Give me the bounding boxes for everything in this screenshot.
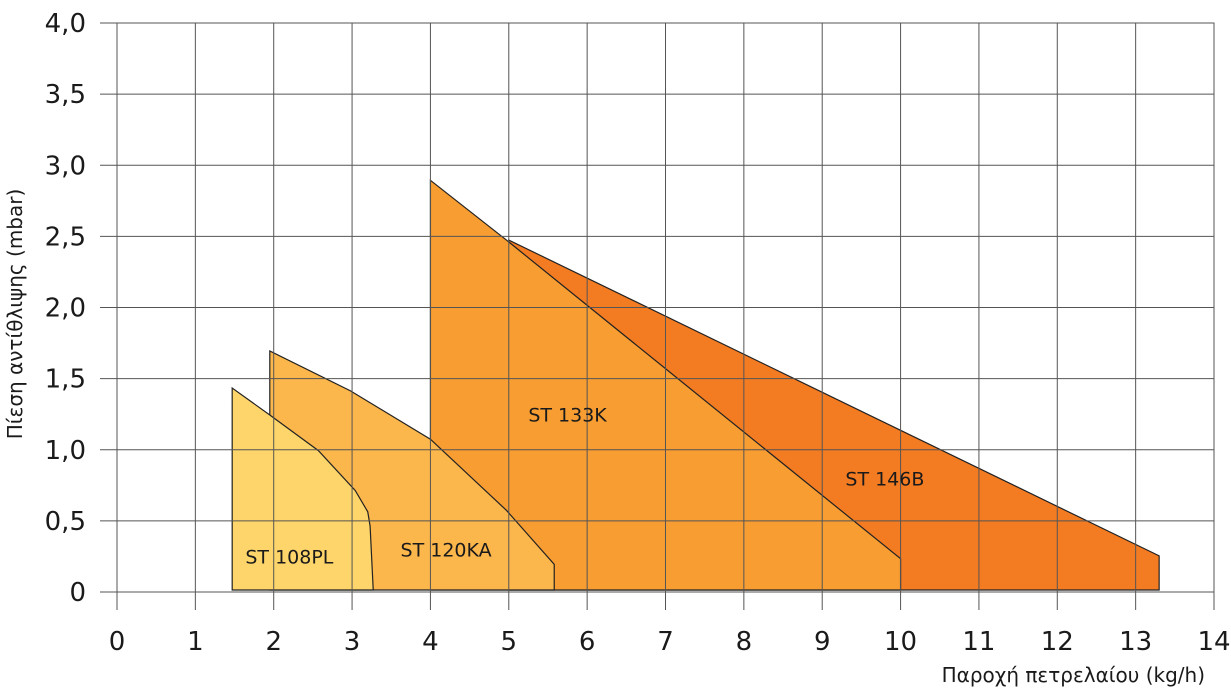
y-tick-label: 4,0 [45, 9, 86, 39]
x-tick-label: 4 [422, 627, 439, 657]
series-label: ST 108PL [245, 547, 333, 569]
series-label: ST 146B [845, 468, 924, 490]
x-tick-label: 14 [1197, 627, 1230, 657]
x-tick-label: 1 [187, 627, 204, 657]
series-label: ST 120KA [401, 539, 492, 561]
series-label: ST 133K [528, 404, 607, 426]
y-tick-label: 0,5 [45, 507, 86, 537]
x-tick-label: 5 [501, 627, 518, 657]
x-tick-label: 9 [814, 627, 831, 657]
x-tick-label: 13 [1119, 627, 1152, 657]
x-tick-label: 12 [1041, 627, 1074, 657]
y-tick-label: 0 [69, 578, 86, 608]
x-tick-label: 7 [657, 627, 674, 657]
grid [100, 22, 1215, 610]
areas [231, 179, 1160, 591]
y-tick-label: 3,5 [45, 80, 86, 110]
x-tick-label: 3 [344, 627, 361, 657]
y-tick-label: 2,5 [45, 222, 86, 252]
y-tick-label: 1,0 [45, 436, 86, 466]
x-tick-label: 2 [265, 627, 282, 657]
y-tick-label: 1,5 [45, 365, 86, 395]
x-tick-label: 10 [884, 627, 917, 657]
x-axis-label: Παροχή πετρελαίου (kg/h) [942, 663, 1205, 687]
plot-frame [116, 22, 1215, 593]
y-tick-labels: 0 0,5 1,0 1,5 2,0 2,5 3,0 3,5 4,0 [45, 9, 86, 608]
x-tick-label: 8 [736, 627, 753, 657]
y-tick-label: 2,0 [45, 294, 86, 324]
area-st-108pl [231, 386, 374, 591]
x-tick-label: 6 [579, 627, 596, 657]
x-tick-label: 0 [109, 627, 126, 657]
x-tick-labels: 0 1 2 3 4 5 6 7 8 9 10 11 12 13 14 [109, 627, 1231, 657]
series-labels: ST 146B ST 133K ST 120KA ST 108PL [245, 404, 924, 568]
y-tick-label: 3,0 [45, 151, 86, 181]
x-tick-label: 11 [962, 627, 995, 657]
y-axis-label: Πίεση αντίθλιψης (mbar) [3, 189, 27, 440]
